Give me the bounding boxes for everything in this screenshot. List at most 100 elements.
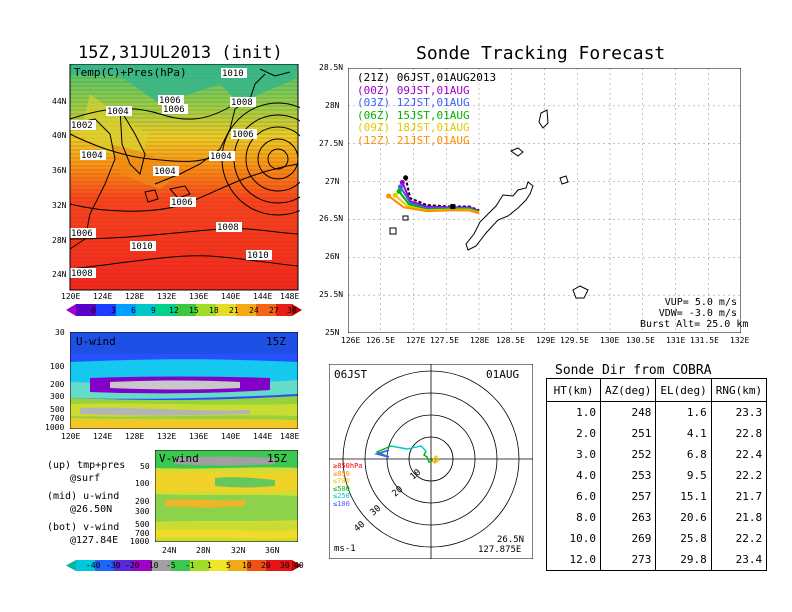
level-legend-entry: ≤250 [333, 492, 350, 500]
level-legend-entry: ≤100 [333, 499, 350, 508]
table-cell: 263 [599, 507, 657, 528]
map-lon-label: 128E [125, 292, 145, 301]
v-wind-pressure-label: 50 [140, 462, 150, 471]
table-header-row: HT(km) AZ(deg) EL(deg) RNG(km) [546, 378, 768, 402]
tracking-lon-label: 130.5E [626, 336, 655, 345]
tracking-lat-label: 27N [325, 177, 340, 186]
note-bot-line2: @127.84E [70, 535, 119, 546]
polar-location-lon: 127.875E [478, 545, 522, 555]
legend-entry-00z: (00Z) 09JST,01AUG [357, 83, 470, 97]
polar-level-legend: ≥850hPa ≤850 ≤700 ≤500 ≤250 ≤100 [333, 462, 363, 508]
track-endpoint-marker [392, 192, 398, 198]
isobar-label: 1010 [221, 68, 247, 79]
legend-entry-12z: (12Z) 21JST,01AUG [357, 133, 470, 147]
tracking-lon-label: 131.5E [690, 336, 719, 345]
note-bot-line1: (bot) v-wind [47, 522, 120, 533]
level-legend-entry: ≥850hPa [333, 462, 363, 470]
isobar-label: 1004 [153, 166, 179, 177]
table-row: 1.0 248 1.6 23.3 [546, 401, 768, 423]
table-cell: 9.5 [655, 465, 712, 486]
tracking-lon-label: 128.5E [496, 336, 525, 345]
u-wind-lon-label: 124E [93, 432, 113, 441]
v-wind-lat-label: 36N [265, 546, 280, 555]
v-wind-section: V-wind 15Z [155, 450, 298, 542]
u-wind-lon-label: 140E [221, 432, 241, 441]
svg-text:1004: 1004 [81, 151, 103, 161]
temperature-colorbar [66, 304, 302, 316]
table-cell: 20.6 [655, 507, 712, 528]
isobar-label: 1006 [170, 197, 196, 208]
u-wind-pressure-label: 300 [50, 392, 65, 401]
note-up-line2: @surf [70, 473, 101, 484]
map-lon-label: 144E [253, 292, 273, 301]
svg-text:1010: 1010 [131, 242, 153, 252]
vup-value: VUP= 5.0 m/s [664, 297, 737, 308]
u-wind-pressure-label: 1000 [45, 423, 65, 432]
table-cell: 8.0 [546, 507, 601, 528]
map-title: 15Z,31JUL2013 (init) [78, 43, 283, 63]
colorbar-tick: 6 [131, 306, 136, 315]
map-lat-label: 40N [52, 131, 67, 140]
svg-text:1002: 1002 [71, 121, 93, 131]
table-cell: 2.0 [546, 423, 601, 444]
map-lon-label: 140E [221, 292, 241, 301]
tracking-lon-label: 127.5E [430, 336, 459, 345]
isobar-label: 1010 [246, 250, 272, 261]
map-lat-label: 44N [52, 97, 67, 106]
isobar-label: 1006 [162, 104, 188, 115]
table-cell: 1.0 [546, 401, 601, 423]
tracking-lon-label: 126.5E [366, 336, 395, 345]
column-header: AZ(deg) [599, 378, 657, 402]
table-cell: 22.2 [710, 465, 768, 486]
u-wind-pressure-label: 700 [50, 414, 65, 423]
map-lon-label: 136E [189, 292, 209, 301]
isobar-label: 1010 [130, 241, 156, 252]
colorbar-tick: 24 [249, 306, 259, 315]
colorbar-tick: 10 [242, 561, 252, 570]
table-row: 10.0 269 25.8 22.2 [546, 528, 768, 549]
table-cell: 23.3 [710, 401, 768, 423]
tracking-lon-label: 126E [341, 336, 361, 345]
map-lat-label: 32N [52, 201, 67, 210]
sonde-dir-table: HT(km) AZ(deg) EL(deg) RNG(km) 1.0 248 1.6… [546, 378, 768, 571]
colorbar-tick: 30 [280, 561, 290, 570]
svg-text:1006: 1006 [159, 96, 181, 106]
tracking-params: VUP= 5.0 m/s VDW= -3.0 m/s Burst Alt= 25… [640, 297, 749, 330]
u-wind-pressure-label: 30 [55, 328, 65, 337]
legend-entry-21z: (21Z) 06JST,01AUG2013 [357, 71, 497, 84]
track-series-line [388, 195, 480, 215]
isobar-label: 1002 [70, 120, 96, 131]
column-header: EL(deg) [655, 378, 712, 402]
colorbar-tick: 9 [151, 306, 156, 315]
table-cell: 12.0 [546, 549, 601, 571]
track-endpoint-marker [399, 179, 405, 185]
isobar-label: 1004 [106, 106, 132, 117]
v-wind-pressure-label: 500 [135, 520, 150, 529]
table-cell: 23.4 [710, 549, 768, 571]
table-cell: 25.8 [655, 528, 712, 549]
table-cell: 15.1 [655, 486, 712, 507]
tracking-lon-label: 130E [600, 336, 620, 345]
table-cell: 21.7 [710, 486, 768, 507]
tracking-lat-label: 27.5N [319, 139, 344, 148]
table-cell: 21.8 [710, 507, 768, 528]
table-cell: 252 [599, 444, 657, 465]
colorbar-tick: -40 [86, 561, 101, 570]
tracking-lon-label: 129E [536, 336, 556, 345]
table-row: 12.0 273 29.8 23.4 [546, 549, 768, 571]
note-mid-line1: (mid) u-wind [47, 491, 120, 502]
v-wind-lat-label: 28N [196, 546, 211, 555]
u-wind-pressure-label: 100 [50, 362, 65, 371]
map-lat-label: 36N [52, 166, 67, 175]
svg-text:1004: 1004 [154, 167, 176, 177]
note-up-line1: (up) tmp+pres [47, 460, 126, 471]
colorbar-tick: 40 [294, 561, 304, 570]
u-wind-lon-label: 136E [189, 432, 209, 441]
level-legend-entry: ≤500 [333, 484, 350, 493]
table-cell: 22.2 [710, 528, 768, 549]
u-wind-section: U-wind 15Z [70, 332, 298, 429]
tracking-lat-label: 28.5N [319, 63, 344, 72]
table-cell: 251 [599, 423, 657, 444]
burst-alt-value: Burst Alt= 25.0 km [640, 319, 749, 330]
v-wind-pressure-label: 1000 [130, 537, 150, 546]
